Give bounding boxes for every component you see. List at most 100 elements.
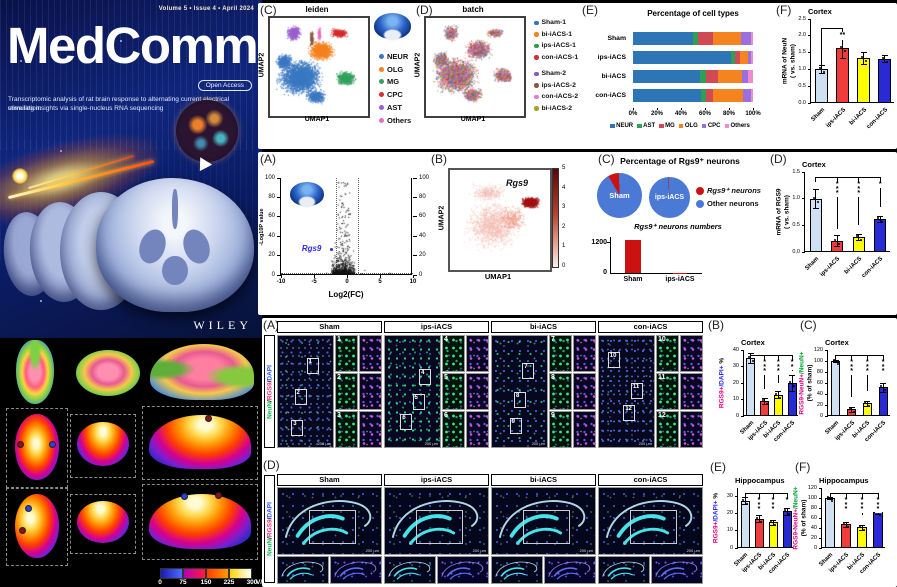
micro-image-main: 1 2 3 200 μm	[277, 335, 334, 448]
panel-tag-c: (C)	[260, 3, 277, 17]
data-point	[812, 196, 815, 199]
legend-label: Rgs9⁺ neurons	[707, 186, 761, 195]
error-bar	[842, 37, 843, 58]
y-tick	[413, 235, 417, 237]
roi-box	[308, 510, 357, 545]
data-point	[742, 498, 744, 501]
colorbar-unit: V/m	[252, 579, 272, 586]
x-tick	[752, 108, 754, 110]
legend-item: bi-iACS-2	[534, 103, 572, 115]
rgs9-mrna-chart: 0.0 0.5 1.0 1.5 Sham ips-iACS bi-iACS con-iACS *…	[772, 154, 894, 312]
roi-box: 9	[509, 418, 522, 435]
data-point	[789, 381, 792, 383]
data-point	[855, 235, 858, 238]
legend-swatch	[379, 105, 384, 111]
data-point	[852, 411, 855, 414]
x-tick	[704, 108, 706, 110]
roi-box: 2	[294, 389, 307, 406]
group-header-Sham: Sham	[277, 474, 382, 486]
micro-inset-merge	[466, 335, 489, 372]
error-bar	[866, 401, 868, 406]
legend-label: AST	[643, 123, 656, 129]
data-point	[881, 56, 884, 59]
x-axis	[610, 273, 702, 275]
data-point	[859, 525, 861, 527]
error-cap	[747, 363, 754, 365]
y-tick-label: 20	[810, 534, 817, 541]
sig-star: * * *	[863, 359, 871, 375]
y-tick-label: 0	[819, 412, 823, 419]
legend-item: Others	[379, 114, 411, 127]
group-header-ips-iACS: ips-iACS	[384, 474, 489, 486]
x-axis-label: Log2(FC)	[328, 290, 364, 299]
error-cap	[761, 397, 768, 399]
roi-box: 7	[522, 362, 535, 379]
legend-item: Sham-2	[534, 68, 566, 80]
data-point	[847, 526, 849, 528]
micro-image-main: 200 μm	[384, 487, 489, 555]
data-point	[784, 509, 786, 512]
y-tick-label: 0.0	[792, 248, 800, 255]
micro-inset-neun: 11	[656, 373, 679, 410]
data-point	[860, 55, 863, 58]
sig-bracket	[786, 493, 788, 500]
stacked-bar-bi-iACS	[633, 70, 753, 83]
cortex-micrographs: Sham 1 2 3 200 μm 1 2 3 ips-iACS 4 5 6 200 μm 4 5 6 bi-i…	[262, 318, 897, 456]
panel-tag-b: (B)	[431, 152, 447, 166]
y-tick-label: 2.5	[798, 15, 806, 22]
chart-title: Percentage of cell types	[647, 9, 739, 18]
colorbar-label: 225	[223, 579, 235, 586]
rgs9-neun-cortex-chart: 0 20 40 60 80 100 120 Sham ips-iACS bi-iACS con-iA…	[798, 322, 897, 454]
y-tick-label: 40	[816, 390, 823, 397]
sig-star: * * *	[842, 497, 850, 513]
expression-colorbar: 5 4 3 2 1 0	[552, 165, 582, 269]
roi-box: 11	[630, 382, 643, 399]
y-tick-label: 60	[816, 379, 823, 386]
umap-batch	[424, 16, 526, 118]
y-tick	[825, 415, 828, 417]
x-tick-label: 10	[409, 279, 417, 285]
x-tick	[313, 275, 315, 278]
legend-label: OLG	[684, 123, 698, 129]
label-segment: /DAPI+	[712, 500, 720, 522]
micro-inset-neun: 7	[549, 335, 572, 372]
error-bar	[835, 359, 837, 363]
legend-item: CPC	[701, 123, 721, 129]
segment-CPC	[748, 51, 751, 64]
sig-bracket	[858, 177, 860, 226]
y-axis-label-line: mRNA of NeuN	[782, 0, 790, 123]
y-tick-label: 80	[810, 504, 817, 511]
neuron-inset-circle	[176, 100, 238, 162]
scale-bar-label: 200 μm	[531, 441, 545, 446]
y-tick-label: 100	[264, 174, 275, 181]
data-point	[881, 220, 884, 223]
celltype-stacked-chart: Percentage of cell types Sham ips-iACS bi-i…	[582, 5, 778, 147]
rgs9-dapi-cortex-chart: 0 10 20 30 40 Sham ips-iACS bi-iACS con-iACS * * * *…	[706, 322, 798, 454]
sig-star: *	[783, 497, 791, 504]
error-cap	[859, 529, 865, 531]
micro-inset-merge	[680, 411, 703, 448]
pie-title: Percentage of Rgs9⁺ neurons	[620, 156, 740, 166]
brain-inset-icon	[290, 182, 324, 208]
panel-tag-e: (E)	[710, 460, 726, 474]
y-tick	[819, 487, 822, 489]
inset-number: 1	[337, 336, 341, 343]
legend-swatch	[534, 55, 539, 60]
x-tick	[412, 275, 414, 278]
error-cap	[855, 239, 862, 241]
y-tick	[825, 404, 828, 406]
rgs9-neun-hippo-chart: 0 20 40 60 80 100 120 Sham ips-iACS bi-iACS con-iA…	[793, 462, 895, 586]
error-cap	[756, 515, 762, 517]
y-tick-label: 40	[732, 346, 739, 353]
y-tick	[825, 349, 828, 351]
micro-inset-merge	[437, 556, 489, 584]
y-axis-label: RGS9+/DAPI+ %	[718, 330, 726, 436]
figure-celltypes: (C) leiden UMAP2 UMAP1 NEUR OLG MG CPC AST Ot…	[258, 3, 897, 149]
umap-title-leiden: leiden	[305, 5, 329, 14]
micro-image-main: 200 μm	[598, 487, 703, 555]
legend-item: NEUR	[610, 123, 633, 129]
colorbar-tick-label: 3	[562, 204, 566, 211]
data-point	[756, 516, 758, 519]
y-tick	[413, 255, 417, 257]
x-tick	[346, 275, 348, 278]
